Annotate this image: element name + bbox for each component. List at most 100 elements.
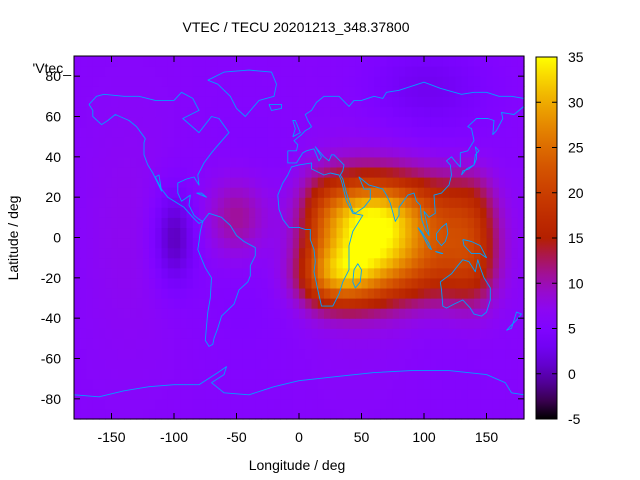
- heatmap-cell: [349, 298, 356, 309]
- heatmap-cell: [424, 237, 431, 249]
- heatmap-cell: [280, 76, 288, 87]
- heatmap-cell: [436, 66, 444, 77]
- heatmap-cell: [299, 106, 306, 118]
- heatmap-cell: [80, 187, 88, 198]
- heatmap-cell: [136, 338, 144, 350]
- heatmap-cell: [111, 76, 119, 87]
- heatmap-cell: [236, 86, 244, 97]
- heatmap-cell: [505, 388, 513, 400]
- heatmap-cell: [342, 197, 350, 208]
- heatmap-cell: [517, 76, 525, 87]
- heatmap-cell: [424, 76, 431, 87]
- heatmap-cell: [286, 86, 294, 97]
- heatmap-cell: [242, 66, 250, 77]
- heatmap-cell: [461, 227, 469, 239]
- heatmap-cell: [174, 298, 181, 309]
- heatmap-cell: [230, 368, 238, 380]
- heatmap-cell: [105, 76, 113, 87]
- heatmap-cell: [192, 126, 200, 138]
- heatmap-cell: [117, 348, 125, 360]
- heatmap-cell: [286, 227, 294, 239]
- heatmap-cell: [349, 126, 356, 138]
- heatmap-cell: [442, 328, 450, 339]
- colorbar-tick-label: -5: [568, 411, 581, 427]
- heatmap-cell: [517, 197, 525, 208]
- heatmap-cell: [505, 277, 513, 289]
- heatmap-cell: [405, 197, 413, 208]
- heatmap-cell: [217, 76, 225, 87]
- heatmap-cell: [392, 318, 400, 329]
- heatmap-cell: [492, 247, 500, 259]
- heatmap-cell: [411, 408, 419, 420]
- heatmap-cell: [380, 197, 388, 208]
- heatmap-cell: [80, 267, 88, 279]
- heatmap-cell: [199, 177, 206, 188]
- heatmap-cell: [86, 308, 94, 319]
- heatmap-cell: [111, 308, 119, 319]
- heatmap-cell: [211, 96, 219, 108]
- heatmap-cell: [142, 86, 150, 97]
- heatmap-cell: [205, 358, 213, 370]
- heatmap-cell: [242, 106, 250, 118]
- heatmap-cell: [374, 116, 381, 128]
- heatmap-cell: [74, 358, 81, 370]
- heatmap-cell: [136, 388, 144, 400]
- heatmap-cell: [486, 56, 494, 67]
- heatmap-cell: [442, 66, 450, 77]
- heatmap-cell: [124, 338, 131, 350]
- colorbar-tick-label: 30: [568, 94, 584, 110]
- heatmap-cell: [299, 338, 306, 350]
- heatmap-cell: [361, 328, 369, 339]
- heatmap-cell: [230, 187, 238, 198]
- heatmap-cell: [180, 136, 188, 148]
- heatmap-cell: [130, 287, 138, 299]
- heatmap-cell: [86, 197, 94, 208]
- heatmap-cell: [467, 146, 475, 158]
- heatmap-cell: [467, 96, 475, 108]
- heatmap-cell: [461, 136, 469, 148]
- heatmap-cell: [117, 126, 125, 138]
- heatmap-cell: [192, 146, 200, 158]
- heatmap-cell: [492, 388, 500, 400]
- heatmap-cell: [411, 318, 419, 329]
- heatmap-cell: [105, 318, 113, 329]
- heatmap-cell: [155, 86, 163, 97]
- heatmap-cell: [280, 66, 288, 77]
- heatmap-cell: [511, 166, 519, 178]
- heatmap-cell: [161, 66, 169, 77]
- heatmap-cell: [486, 277, 494, 289]
- heatmap-cell: [280, 86, 288, 97]
- heatmap-cell: [342, 66, 350, 77]
- heatmap-cell: [80, 398, 88, 410]
- heatmap-cell: [330, 237, 338, 249]
- heatmap-cell: [299, 177, 306, 188]
- heatmap-cell: [186, 308, 194, 319]
- heatmap-cell: [280, 277, 288, 289]
- heatmap-cell: [199, 247, 206, 259]
- heatmap-cell: [399, 257, 406, 269]
- heatmap-cell: [355, 66, 363, 77]
- heatmap-cell: [324, 358, 331, 370]
- heatmap-cell: [174, 106, 181, 118]
- heatmap-cell: [167, 56, 175, 67]
- heatmap-cell: [111, 338, 119, 350]
- heatmap-cell: [130, 237, 138, 249]
- heatmap-cell: [492, 298, 500, 309]
- heatmap-cell: [436, 106, 444, 118]
- heatmap-cell: [130, 247, 138, 259]
- heatmap-cell: [455, 136, 463, 148]
- heatmap-cell: [330, 146, 338, 158]
- heatmap-cell: [74, 308, 81, 319]
- heatmap-cell: [117, 408, 125, 420]
- heatmap-cell: [324, 308, 331, 319]
- heatmap-cell: [517, 298, 525, 309]
- x-tick-label: 0: [295, 429, 303, 445]
- heatmap-cell: [86, 126, 94, 138]
- heatmap-cell: [349, 177, 356, 188]
- heatmap-cell: [180, 408, 188, 420]
- heatmap-cell: [417, 348, 425, 360]
- heatmap-cell: [192, 408, 200, 420]
- heatmap-cell: [374, 126, 381, 138]
- heatmap-cell: [199, 408, 206, 420]
